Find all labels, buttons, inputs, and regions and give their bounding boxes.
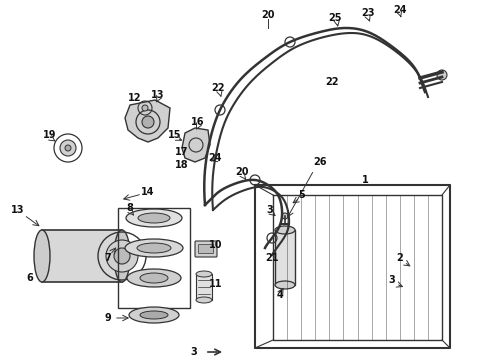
Ellipse shape — [137, 243, 171, 253]
Polygon shape — [125, 100, 170, 142]
Text: 25: 25 — [328, 13, 342, 23]
Text: 24: 24 — [208, 153, 222, 163]
Text: 22: 22 — [211, 83, 225, 93]
Circle shape — [65, 145, 71, 151]
Text: 20: 20 — [235, 167, 249, 177]
Ellipse shape — [127, 269, 181, 287]
Bar — [275, 230, 295, 285]
Ellipse shape — [196, 271, 212, 277]
Ellipse shape — [129, 307, 179, 323]
Text: 3: 3 — [267, 205, 273, 215]
Text: 11: 11 — [209, 279, 223, 289]
Text: 3: 3 — [389, 275, 395, 285]
Circle shape — [142, 116, 154, 128]
Text: 18: 18 — [175, 160, 189, 170]
Text: 14: 14 — [141, 187, 155, 197]
Text: 19: 19 — [43, 130, 57, 140]
Text: 20: 20 — [261, 10, 275, 20]
Text: 10: 10 — [209, 240, 223, 250]
Text: 13: 13 — [151, 90, 165, 100]
Ellipse shape — [125, 239, 183, 257]
Circle shape — [437, 70, 447, 80]
Text: 24: 24 — [393, 5, 407, 15]
Text: 15: 15 — [168, 130, 182, 140]
Text: 9: 9 — [105, 313, 111, 323]
Text: 6: 6 — [26, 273, 33, 283]
Text: 5: 5 — [298, 190, 305, 200]
FancyBboxPatch shape — [195, 241, 217, 257]
Ellipse shape — [126, 209, 182, 227]
Ellipse shape — [34, 230, 50, 282]
Polygon shape — [182, 128, 210, 162]
Text: 13: 13 — [11, 205, 25, 215]
Ellipse shape — [275, 226, 295, 234]
Text: 7: 7 — [105, 253, 111, 263]
Ellipse shape — [114, 230, 130, 282]
Text: 8: 8 — [126, 203, 133, 213]
Bar — [42, 230, 122, 282]
Circle shape — [142, 105, 148, 111]
Text: 2: 2 — [396, 253, 403, 263]
Ellipse shape — [140, 311, 168, 319]
Circle shape — [114, 248, 130, 264]
Text: 4: 4 — [277, 290, 283, 300]
Text: 17: 17 — [175, 147, 189, 157]
Text: 1: 1 — [362, 175, 368, 185]
Circle shape — [282, 213, 288, 219]
Circle shape — [60, 140, 76, 156]
Text: 3: 3 — [191, 347, 197, 357]
Ellipse shape — [140, 273, 168, 283]
FancyBboxPatch shape — [198, 244, 214, 253]
Ellipse shape — [275, 281, 295, 289]
Text: 12: 12 — [128, 93, 142, 103]
Text: 16: 16 — [191, 117, 205, 127]
Circle shape — [106, 240, 138, 272]
Text: 26: 26 — [313, 157, 327, 167]
Ellipse shape — [138, 213, 170, 223]
Text: 22: 22 — [325, 77, 339, 87]
Text: 23: 23 — [361, 8, 375, 18]
Bar — [118, 208, 190, 308]
Ellipse shape — [196, 297, 212, 303]
Bar — [196, 274, 212, 300]
Text: 21: 21 — [265, 253, 279, 263]
